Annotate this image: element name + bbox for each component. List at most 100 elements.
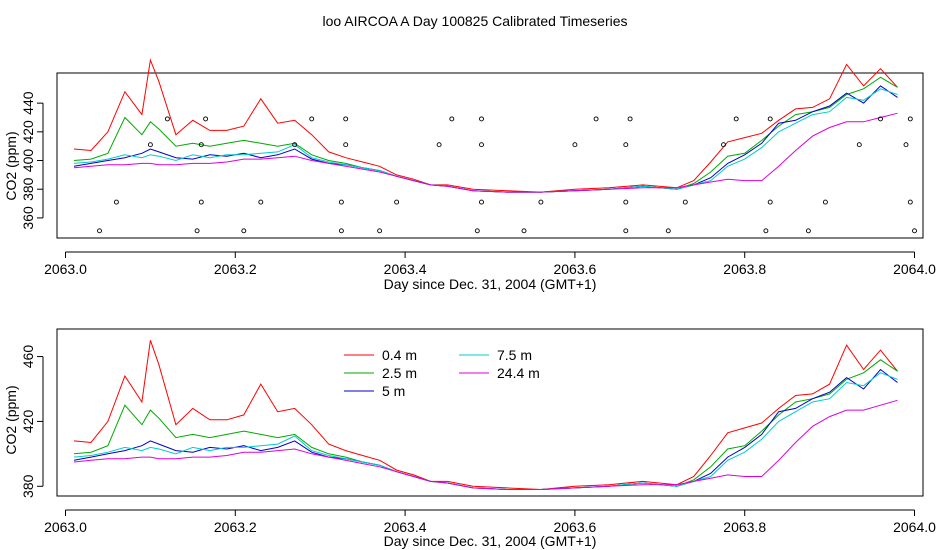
legend-label-4: 24.4 m [497, 365, 540, 381]
top-scatter-point [665, 228, 671, 234]
legend-label-3: 7.5 m [497, 347, 532, 363]
top-scatter-point [521, 228, 527, 234]
top-y-axis: 360 380 400 420 440 [20, 91, 44, 230]
top-scatter-point [113, 199, 119, 205]
top-series-line-1 [73, 76, 898, 193]
top-scatter-point [241, 228, 247, 234]
top-scatter-point [907, 199, 913, 205]
top-y-axis-label: CO2 (ppm) [3, 131, 19, 200]
top-y-tick-label-3: 420 [20, 120, 36, 144]
bottom-x-tick-label-2: 2063.4 [384, 519, 427, 535]
top-scatter-point [623, 228, 629, 234]
top-scatter-point [903, 142, 909, 148]
top-scatter-point [164, 116, 170, 122]
legend-label-2: 5 m [382, 383, 405, 399]
top-scatter-point [623, 142, 629, 148]
top-x-tick-label-4: 2063.8 [723, 261, 766, 277]
bottom-y-axis: 380 420 460 [20, 345, 44, 498]
top-x-tick-label-0: 2063.0 [44, 261, 87, 277]
legend: 0.4 m 2.5 m 5 m 7.5 m 24.4 m [344, 347, 540, 399]
top-scatter-point [767, 199, 773, 205]
bottom-y-tick-label-0: 380 [20, 474, 36, 498]
top-scatter-point [449, 116, 455, 122]
top-panel: 2063.0 2063.2 2063.4 2063.6 2063.8 2064.0 360… [3, 58, 936, 292]
top-x-axis-label: Day since Dec. 31, 2004 (GMT+1) [384, 276, 597, 292]
top-scatter-point [377, 228, 383, 234]
top-series-line-2 [73, 85, 898, 193]
top-scatter-point [203, 116, 209, 122]
top-scatter-point [338, 199, 344, 205]
bottom-x-tick-label-4: 2063.8 [723, 519, 766, 535]
top-scatter-point [538, 199, 544, 205]
top-y-tick-label-4: 440 [20, 91, 36, 115]
top-plot-frame [56, 72, 924, 239]
top-y-tick-label-1: 380 [20, 177, 36, 201]
top-scatter-point [479, 142, 484, 148]
bottom-x-tick-label-1: 2063.2 [214, 519, 257, 535]
top-x-tick-label-2: 2063.4 [384, 261, 427, 277]
bottom-series-line-0 [73, 340, 898, 491]
bottom-y-tick-label-2: 460 [20, 345, 36, 369]
top-scatter-points [97, 116, 917, 234]
top-scatter-point [343, 142, 349, 148]
top-scatter-point [763, 228, 769, 234]
top-scatter-point [194, 228, 200, 234]
top-scatter-point [198, 142, 204, 148]
bottom-x-tick-label-5: 2064.0 [893, 519, 936, 535]
top-scatter-point [198, 199, 204, 205]
top-scatter-point [721, 142, 726, 148]
top-scatter-point [343, 116, 349, 122]
chart-title: loo AIRCOA A Day 100825 Calibrated Times… [322, 13, 627, 29]
top-scatter-point [479, 199, 484, 205]
bottom-x-tick-label-3: 2063.6 [553, 519, 596, 535]
top-scatter-point [593, 116, 599, 122]
top-scatter-point [856, 142, 862, 148]
top-x-tick-label-1: 2063.2 [214, 261, 257, 277]
top-scatter-point [822, 199, 828, 205]
bottom-x-axis-label: Day since Dec. 31, 2004 (GMT+1) [384, 533, 597, 549]
top-scatter-point [394, 199, 400, 205]
bottom-series-line-1 [73, 359, 898, 490]
top-scatter-point [147, 142, 153, 148]
top-y-tick-label-0: 360 [20, 206, 36, 230]
top-y-tick-label-2: 400 [20, 149, 36, 173]
top-scatter-point [878, 116, 883, 122]
bottom-series-line-4 [73, 399, 898, 490]
top-x-axis: 2063.0 2063.2 2063.4 2063.6 2063.8 2064.0 [44, 251, 936, 277]
bottom-panel: 2063.0 2063.2 2063.4 2063.6 2063.8 2064.0 380… [3, 328, 936, 549]
top-series-line-4 [73, 112, 898, 193]
top-scatter-point [627, 116, 633, 122]
top-scatter-point [479, 116, 484, 122]
legend-label-1: 2.5 m [382, 365, 417, 381]
top-scatter-point [682, 199, 688, 205]
top-series-line-3 [73, 88, 898, 193]
top-scatter-point [912, 228, 917, 234]
top-scatter-point [907, 116, 913, 122]
bottom-series-line-3 [73, 372, 898, 490]
top-scatter-point [572, 142, 578, 148]
bottom-y-tick-label-1: 420 [20, 410, 36, 434]
legend-label-0: 0.4 m [382, 347, 417, 363]
top-x-tick-label-3: 2063.6 [553, 261, 596, 277]
top-scatter-point [623, 199, 629, 205]
top-scatter-point [436, 142, 442, 148]
top-scatter-point [258, 199, 264, 205]
bottom-series-lines [73, 340, 898, 491]
bottom-y-axis-label: CO2 (ppm) [3, 385, 19, 454]
top-x-tick-label-5: 2064.0 [893, 261, 936, 277]
top-scatter-point [338, 228, 344, 234]
top-series-lines [73, 58, 898, 193]
top-scatter-point [309, 116, 315, 122]
bottom-series-line-2 [73, 368, 898, 490]
top-scatter-point [474, 228, 480, 234]
top-scatter-point [805, 228, 811, 234]
bottom-plot-frame [56, 328, 924, 497]
top-scatter-point [767, 116, 773, 122]
bottom-x-axis: 2063.0 2063.2 2063.4 2063.6 2063.8 2064.0 [44, 509, 936, 535]
top-scatter-point [733, 116, 739, 122]
bottom-x-tick-label-0: 2063.0 [44, 519, 87, 535]
top-scatter-point [292, 142, 298, 148]
top-scatter-point [97, 228, 102, 234]
top-series-line-0 [73, 58, 898, 193]
